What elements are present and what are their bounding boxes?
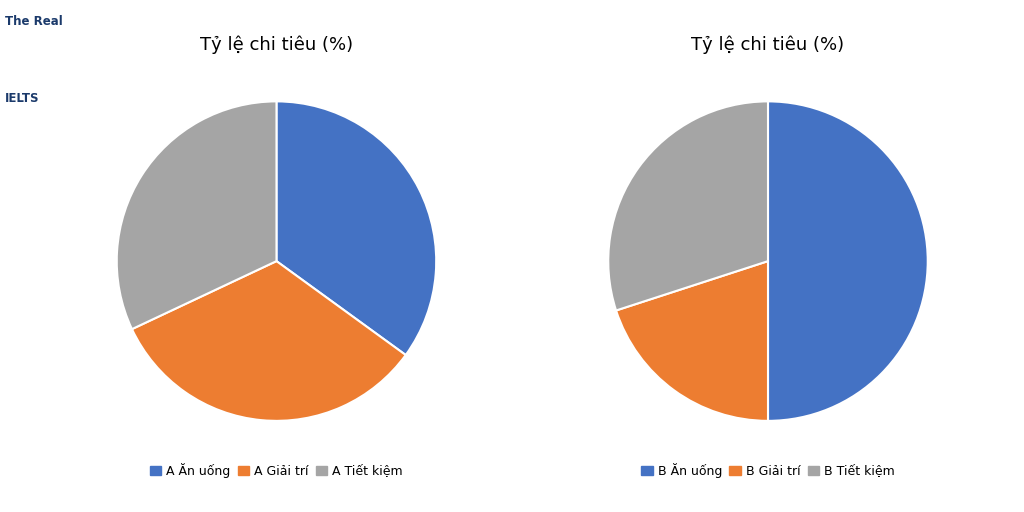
Wedge shape — [768, 101, 928, 421]
Title: Tỷ lệ chi tiêu (%): Tỷ lệ chi tiêu (%) — [691, 36, 845, 54]
Title: Tỷ lệ chi tiêu (%): Tỷ lệ chi tiêu (%) — [200, 36, 353, 54]
Wedge shape — [132, 261, 406, 421]
Wedge shape — [616, 261, 768, 421]
Wedge shape — [276, 101, 436, 355]
Text: IELTS: IELTS — [5, 92, 40, 105]
Legend: A Ăn uống, A Giải trí, A Tiết kiệm: A Ăn uống, A Giải trí, A Tiết kiệm — [145, 458, 408, 482]
Legend: B Ăn uống, B Giải trí, B Tiết kiệm: B Ăn uống, B Giải trí, B Tiết kiệm — [636, 458, 900, 482]
Wedge shape — [117, 101, 276, 329]
Wedge shape — [608, 101, 768, 310]
Text: The Real: The Real — [5, 15, 62, 28]
